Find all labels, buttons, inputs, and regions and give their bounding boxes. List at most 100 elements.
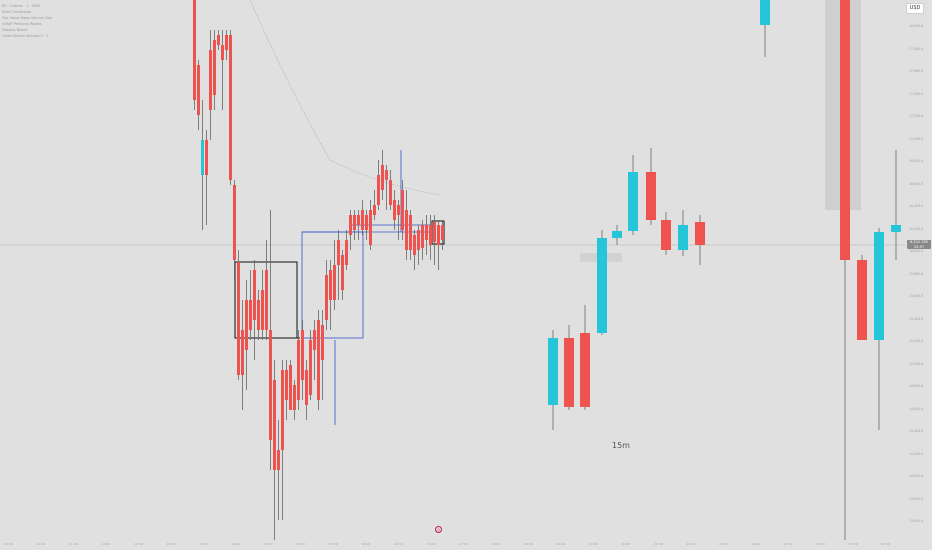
price-tick: 17,800.0	[909, 46, 924, 51]
candle-body	[874, 232, 884, 340]
candle-body	[437, 225, 440, 245]
candle-body	[564, 338, 574, 407]
candle-body	[678, 225, 688, 250]
legend-line: Fair Value Gaps Volume Box	[2, 16, 53, 21]
price-tick: 13,600.0	[909, 519, 924, 523]
candle-body	[357, 215, 360, 225]
legend-line: Multi Timeframe	[2, 10, 32, 15]
candle-body	[433, 222, 436, 242]
legend-line: Order Blocks Volume 2 · 5	[2, 34, 49, 39]
candle-body	[273, 380, 276, 470]
candle-body	[193, 0, 196, 100]
candle-body	[313, 330, 316, 350]
candle-body	[225, 35, 228, 50]
candle-body	[285, 370, 288, 400]
price-tick: 14,400.0	[909, 429, 924, 433]
candle-body	[373, 205, 376, 215]
price-axis[interactable]	[905, 0, 932, 540]
candle-body	[441, 225, 444, 240]
time-tick: 11:30	[69, 542, 78, 546]
candle-body	[317, 320, 320, 400]
candle-body	[257, 300, 260, 330]
candle-body	[269, 330, 272, 440]
candle-body	[580, 333, 590, 407]
candle-body	[249, 300, 252, 330]
candle-body	[646, 172, 656, 220]
candle-body	[369, 210, 372, 245]
candle-body	[389, 180, 392, 205]
indicator-legend: EU · Indices · 1 · NSM Multi Timeframe F…	[2, 3, 52, 40]
price-tick: 14,600.0	[909, 406, 924, 411]
time-tick: 17:30	[459, 542, 468, 546]
candle-body	[197, 65, 200, 115]
candle-body	[281, 370, 284, 450]
candle-body	[261, 290, 264, 330]
candle-body	[209, 50, 212, 110]
time-tick: 18:30	[524, 542, 533, 546]
candle-body	[305, 370, 308, 405]
candle-body	[333, 265, 336, 300]
price-chart[interactable]	[0, 0, 905, 540]
candle-body	[289, 365, 292, 410]
time-tick: 14:00	[231, 542, 241, 546]
price-tick: 13,800.0	[909, 496, 924, 501]
candle-body	[661, 220, 671, 250]
time-tick: 23:00	[816, 542, 826, 546]
price-tick: 16,200.0	[909, 226, 924, 231]
price-tick: 15,800.0	[909, 271, 924, 276]
price-tick: 16,400.0	[909, 204, 924, 208]
candle-body	[548, 338, 558, 405]
price-tick: 14,000.0	[909, 474, 924, 478]
candle-body	[277, 450, 280, 470]
candle-body	[393, 200, 396, 220]
price-tick: 14,800.0	[909, 384, 924, 388]
countdown-value: 12:57	[913, 244, 925, 249]
candle-body	[413, 235, 416, 255]
candle-body	[229, 35, 232, 180]
time-tick: 14:30	[264, 542, 273, 546]
candle-body	[253, 270, 256, 320]
candle-body	[695, 222, 705, 245]
price-tick: 17,600.0	[909, 69, 924, 73]
candle-body	[265, 270, 268, 330]
candle-body	[217, 35, 220, 45]
candle-body	[353, 215, 356, 230]
candle-body	[377, 175, 380, 205]
candle-body	[409, 215, 412, 250]
price-tick: 14,200.0	[909, 451, 924, 456]
candle-body	[345, 240, 348, 265]
legend-line: VWAP Previous Weeks	[2, 22, 42, 27]
price-tick: 16,600.0	[909, 181, 924, 186]
time-axis[interactable]	[0, 540, 932, 550]
time-tick: 00:00	[881, 542, 891, 546]
time-tick: 20:30	[654, 542, 663, 546]
time-tick: 22:30	[784, 542, 793, 546]
legend-line: Session Boxes	[2, 28, 28, 33]
price-tick: 15,000.0	[909, 361, 924, 366]
price-tick: 18,000.0	[909, 24, 924, 28]
order-block-box	[301, 231, 364, 339]
candle-body	[325, 275, 328, 320]
candle-body	[365, 215, 368, 230]
time-tick: 16:00	[361, 542, 371, 546]
candle-body	[891, 225, 901, 232]
time-tick: 22:00	[751, 542, 761, 546]
navigation-icon[interactable]: ◇	[435, 526, 442, 533]
time-tick: 20:00	[621, 542, 631, 546]
vwap-line	[249, 0, 441, 196]
candle-body	[337, 240, 340, 265]
price-tick: 16,000.0	[909, 249, 924, 253]
candle-body	[857, 260, 867, 340]
currency-button[interactable]: USD	[906, 3, 924, 14]
candle-body	[293, 385, 296, 410]
candle-body	[405, 210, 408, 250]
candle-body	[397, 205, 400, 215]
price-tick: 17,400.0	[909, 91, 924, 96]
candle-body	[429, 225, 432, 245]
candle-body	[381, 165, 384, 190]
candle-body	[421, 225, 424, 248]
time-tick: 19:00	[556, 542, 566, 546]
price-tick: 15,200.0	[909, 339, 924, 343]
price-tick: 15,600.0	[909, 294, 924, 298]
